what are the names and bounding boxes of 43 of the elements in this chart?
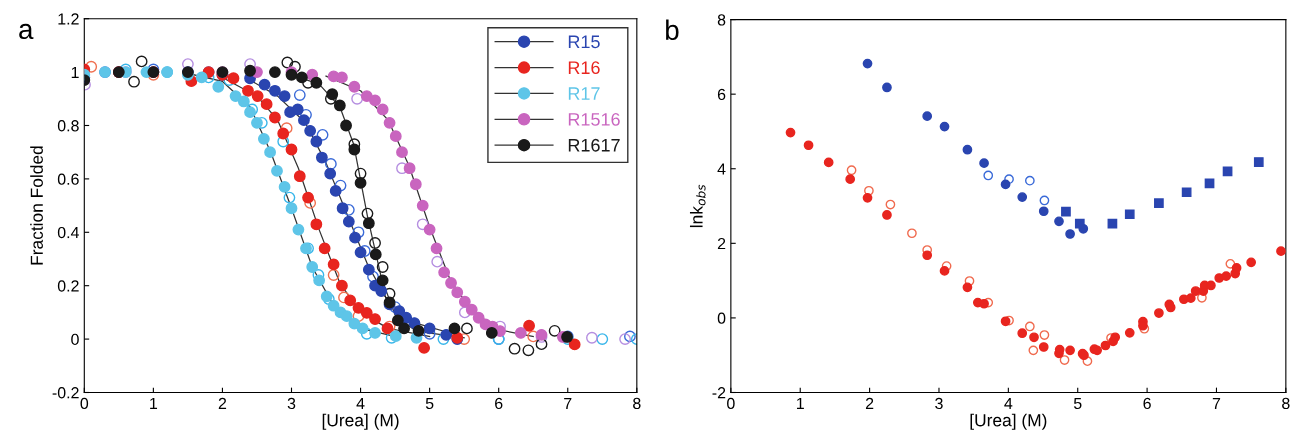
y-tick-label: 0.4 xyxy=(57,226,79,239)
legend-label: R15 xyxy=(568,35,600,49)
x-tick-label: 3 xyxy=(935,397,943,410)
x-tick-label: 6 xyxy=(495,397,503,410)
y-tick-label: 0 xyxy=(71,333,79,346)
y-tick-label: 1 xyxy=(71,66,79,78)
x-tick-label: 5 xyxy=(1073,397,1082,410)
x-tick-label: 3 xyxy=(287,397,296,410)
y-tick-label: 4 xyxy=(717,163,726,175)
y-tick-label: 6 xyxy=(717,88,726,101)
y-tick-label: 0 xyxy=(717,312,726,324)
x-tick-label: 5 xyxy=(425,397,434,410)
x-tick-label: 8 xyxy=(633,397,641,410)
legend-label: R1516 xyxy=(568,112,620,126)
x-tick-label: 4 xyxy=(356,397,365,409)
x-tick-label: 1 xyxy=(797,397,804,409)
x-tick-label: 7 xyxy=(564,397,572,409)
chart-title: b xyxy=(666,19,679,40)
legend-label: R1617 xyxy=(568,138,620,152)
y-tick-label: 0.2 xyxy=(57,280,79,292)
legend-label: R17 xyxy=(568,87,600,100)
x-axis-title: [Urea] (M) xyxy=(970,413,1047,430)
y-tick-label: -0.2 xyxy=(52,387,79,399)
chart-title: a xyxy=(19,23,34,40)
x-tick-label: 8 xyxy=(1282,397,1290,410)
y-tick-label: 2 xyxy=(717,237,726,250)
x-tick-label: 7 xyxy=(1212,397,1221,409)
y-tick-label: 0.6 xyxy=(57,173,79,185)
x-tick-label: 1 xyxy=(150,397,158,409)
x-axis-title: [Urea] (M) xyxy=(322,413,399,430)
x-tick-label: 0 xyxy=(80,397,89,410)
x-tick-label: 2 xyxy=(218,397,227,409)
y-tick-label: -2 xyxy=(712,387,726,399)
x-tick-label: 6 xyxy=(1143,397,1151,410)
y-tick-label: 1.2 xyxy=(58,13,79,25)
x-tick-label: 0 xyxy=(727,397,735,410)
x-tick-label: 2 xyxy=(865,397,874,409)
y-tick-label: 8 xyxy=(717,14,726,26)
y-tick-label: 0.8 xyxy=(57,120,79,132)
legend-label: R16 xyxy=(568,61,600,75)
y-axis-title: Fraction Folded xyxy=(30,146,43,265)
x-tick-label: 4 xyxy=(1004,397,1013,409)
y-axis-title: lnk$_{obs}$ xyxy=(689,184,706,228)
